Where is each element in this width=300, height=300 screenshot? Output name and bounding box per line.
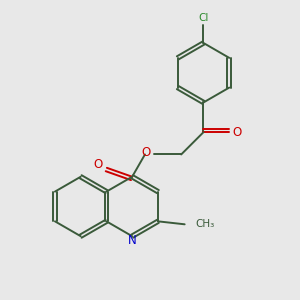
- Text: CH₃: CH₃: [195, 219, 214, 229]
- Text: N: N: [128, 234, 136, 247]
- Text: Cl: Cl: [198, 13, 209, 23]
- Text: O: O: [232, 126, 242, 139]
- Text: O: O: [142, 146, 151, 160]
- Text: O: O: [93, 158, 103, 171]
